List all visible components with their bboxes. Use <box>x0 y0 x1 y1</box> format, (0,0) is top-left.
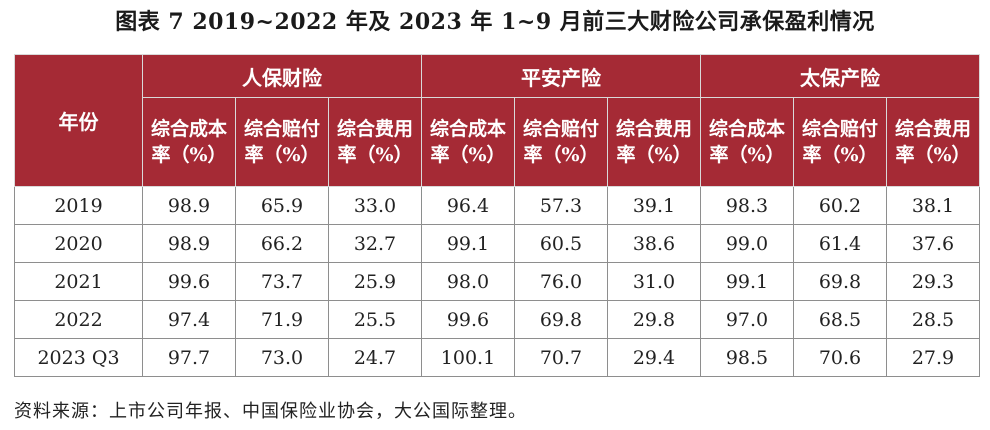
value-cell: 98.9 <box>142 224 236 263</box>
value-cell: 99.0 <box>700 224 794 263</box>
value-cell: 27.9 <box>886 338 980 377</box>
value-cell: 99.1 <box>700 262 794 301</box>
table-row: 2023 Q3 97.7 73.0 24.7 100.1 70.7 29.4 9… <box>14 338 980 377</box>
value-cell: 68.5 <box>793 300 887 339</box>
value-cell: 99.1 <box>421 224 515 263</box>
value-cell: 61.4 <box>793 224 887 263</box>
value-cell: 57.3 <box>514 186 608 225</box>
table-row: 2019 98.9 65.9 33.0 96.4 57.3 39.1 98.3 … <box>14 186 980 225</box>
value-cell: 69.8 <box>514 300 608 339</box>
value-cell: 97.7 <box>142 338 236 377</box>
table-row: 2022 97.4 71.9 25.5 99.6 69.8 29.8 97.0 … <box>14 300 980 339</box>
value-cell: 98.0 <box>421 262 515 301</box>
value-cell: 39.1 <box>607 186 701 225</box>
value-cell: 70.7 <box>514 338 608 377</box>
metric-header-row: 综合成本率（%） 综合赔付率（%） 综合费用率（%） 综合成本率（%） 综合赔付… <box>15 97 980 187</box>
value-cell: 60.2 <box>793 186 887 225</box>
metric-label: 综合费用率（%） <box>336 118 413 166</box>
value-cell: 32.7 <box>328 224 422 263</box>
value-cell: 69.8 <box>793 262 887 301</box>
value-cell: 66.2 <box>235 224 329 263</box>
metric-label: 综合赔付率（%） <box>243 118 320 166</box>
value-cell: 97.0 <box>700 300 794 339</box>
metric-header-combined-ratio: 综合成本率（%） <box>421 97 515 187</box>
metric-header-expense-ratio: 综合费用率（%） <box>607 97 701 187</box>
metric-header-expense-ratio: 综合费用率（%） <box>328 97 422 187</box>
metric-label: 综合成本率（%） <box>150 118 227 166</box>
value-cell: 38.6 <box>607 224 701 263</box>
metric-label: 综合成本率（%） <box>429 118 506 166</box>
value-cell: 25.5 <box>328 300 422 339</box>
year-cell: 2021 <box>14 262 143 301</box>
metric-header-loss-ratio: 综合赔付率（%） <box>514 97 608 187</box>
company-header-pingan: 平安产险 <box>421 54 701 98</box>
value-cell: 76.0 <box>514 262 608 301</box>
value-cell: 24.7 <box>328 338 422 377</box>
value-cell: 25.9 <box>328 262 422 301</box>
value-cell: 65.9 <box>235 186 329 225</box>
metric-header-combined-ratio: 综合成本率（%） <box>700 97 794 187</box>
value-cell: 71.9 <box>235 300 329 339</box>
figure-title: 图表 7 2019~2022 年及 2023 年 1~9 月前三大财险公司承保盈… <box>115 9 875 35</box>
value-cell: 37.6 <box>886 224 980 263</box>
underwriting-profit-table: 年份 人保财险 平安产险 太保产险 综合成本率（%） 综合赔付率（%） 综合费用… <box>14 54 980 377</box>
value-cell: 38.1 <box>886 186 980 225</box>
metric-label: 综合费用率（%） <box>615 118 692 166</box>
company-header-picc: 人保财险 <box>142 54 422 98</box>
source-note: 资料来源：上市公司年报、中国保险业协会，大公国际整理。 <box>14 401 527 422</box>
value-cell: 97.4 <box>142 300 236 339</box>
value-cell: 96.4 <box>421 186 515 225</box>
year-cell: 2020 <box>14 224 143 263</box>
table-row: 2020 98.9 66.2 32.7 99.1 60.5 38.6 99.0 … <box>14 224 980 263</box>
year-cell: 2019 <box>14 186 143 225</box>
company-header-cpic: 太保产险 <box>700 54 980 98</box>
value-cell: 98.5 <box>700 338 794 377</box>
value-cell: 31.0 <box>607 262 701 301</box>
value-cell: 70.6 <box>793 338 887 377</box>
value-cell: 29.3 <box>886 262 980 301</box>
table-row: 2021 99.6 73.7 25.9 98.0 76.0 31.0 99.1 … <box>14 262 980 301</box>
value-cell: 33.0 <box>328 186 422 225</box>
metric-header-loss-ratio: 综合赔付率（%） <box>793 97 887 187</box>
value-cell: 28.5 <box>886 300 980 339</box>
metric-label: 综合赔付率（%） <box>801 118 878 166</box>
value-cell: 73.0 <box>235 338 329 377</box>
value-cell: 73.7 <box>235 262 329 301</box>
value-cell: 99.6 <box>421 300 515 339</box>
metric-label: 综合费用率（%） <box>894 118 971 166</box>
year-cell: 2022 <box>14 300 143 339</box>
metric-header-loss-ratio: 综合赔付率（%） <box>235 97 329 187</box>
metric-label: 综合赔付率（%） <box>522 118 599 166</box>
year-cell: 2023 Q3 <box>14 338 143 377</box>
year-column-header: 年份 <box>14 54 143 187</box>
value-cell: 98.3 <box>700 186 794 225</box>
value-cell: 60.5 <box>514 224 608 263</box>
value-cell: 29.4 <box>607 338 701 377</box>
table-header: 年份 人保财险 平安产险 太保产险 综合成本率（%） 综合赔付率（%） 综合费用… <box>14 54 980 187</box>
value-cell: 29.8 <box>607 300 701 339</box>
metric-label: 综合成本率（%） <box>708 118 785 166</box>
value-cell: 98.9 <box>142 186 236 225</box>
value-cell: 99.6 <box>142 262 236 301</box>
table-body: 2019 98.9 65.9 33.0 96.4 57.3 39.1 98.3 … <box>14 186 980 377</box>
metric-header-expense-ratio: 综合费用率（%） <box>886 97 980 187</box>
value-cell: 100.1 <box>421 338 515 377</box>
metric-header-combined-ratio: 综合成本率（%） <box>142 97 236 187</box>
company-header-row: 年份 人保财险 平安产险 太保产险 <box>14 54 980 187</box>
